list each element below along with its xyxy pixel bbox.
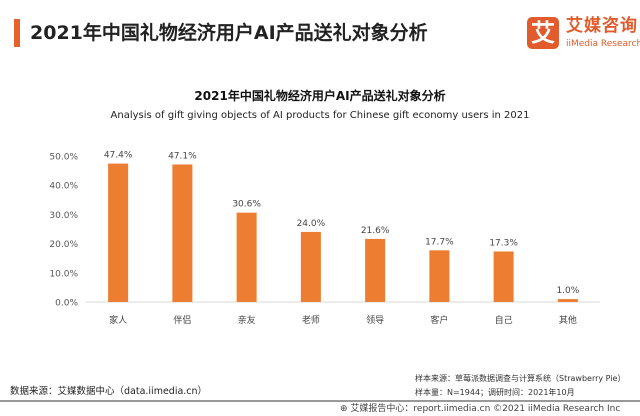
y-tick-label: 10.0% xyxy=(49,269,78,279)
data-label: 24.0% xyxy=(297,219,326,229)
bar xyxy=(493,251,514,302)
data-label: 47.1% xyxy=(168,151,197,161)
y-tick-label: 50.0% xyxy=(49,153,78,163)
y-tick-label: 30.0% xyxy=(49,211,78,221)
x-tick-label: 领导 xyxy=(366,314,384,326)
y-tick-label: 0.0% xyxy=(55,299,78,309)
bar xyxy=(108,163,129,302)
bar xyxy=(236,212,257,302)
data-label: 21.6% xyxy=(361,226,390,236)
data-source: 数据来源：艾媒数据中心（data.iimedia.cn） xyxy=(10,386,208,397)
bar xyxy=(557,299,578,302)
x-tick-label: 自己 xyxy=(495,314,513,326)
bar xyxy=(300,231,321,302)
x-tick-label: 家人 xyxy=(109,314,127,326)
report-logo-icon: ⊕ xyxy=(340,404,351,414)
x-tick-label: 伴侣 xyxy=(173,314,191,326)
logo-name-en: iiMedia Research xyxy=(566,39,640,49)
y-tick-label: 40.0% xyxy=(49,182,78,192)
footer-divider xyxy=(0,400,640,402)
sample-source: 样本来源：草莓派数据调查与计算系统（Strawberry Pie） xyxy=(415,374,626,383)
x-tick-label: 老师 xyxy=(302,314,320,326)
data-label: 17.7% xyxy=(425,237,454,247)
chart-title: 2021年中国礼物经济用户AI产品送礼对象分析 xyxy=(194,89,446,103)
logo-name-cn: 艾媒咨询 xyxy=(566,16,638,36)
data-label: 17.3% xyxy=(489,238,518,248)
x-tick-label: 其他 xyxy=(559,314,577,326)
x-tick-label: 客户 xyxy=(430,314,448,326)
sample-size: 样本量：N=1944；调研时间：2021年10月 xyxy=(415,388,575,397)
title-accent-bar xyxy=(14,19,20,47)
x-tick-label: 亲友 xyxy=(238,314,256,326)
bar xyxy=(365,238,386,302)
data-label: 1.0% xyxy=(556,286,579,296)
data-label: 47.4% xyxy=(104,151,133,161)
page-title: 2021年中国礼物经济用户AI产品送礼对象分析 xyxy=(30,22,428,44)
y-tick-label: 20.0% xyxy=(49,240,78,250)
chart-subtitle: Analysis of gift giving objects of AI pr… xyxy=(110,110,530,121)
report-text: 艾媒报告中心：report.iimedia.cn ©2021 iiMedia R… xyxy=(350,404,621,414)
bar xyxy=(429,250,450,302)
bar xyxy=(172,164,193,302)
data-label: 30.6% xyxy=(232,200,261,210)
logo-icon: 艾 xyxy=(527,17,559,49)
report-center: ⊕ 艾媒报告中心：report.iimedia.cn ©2021 iiMedia… xyxy=(340,404,620,415)
